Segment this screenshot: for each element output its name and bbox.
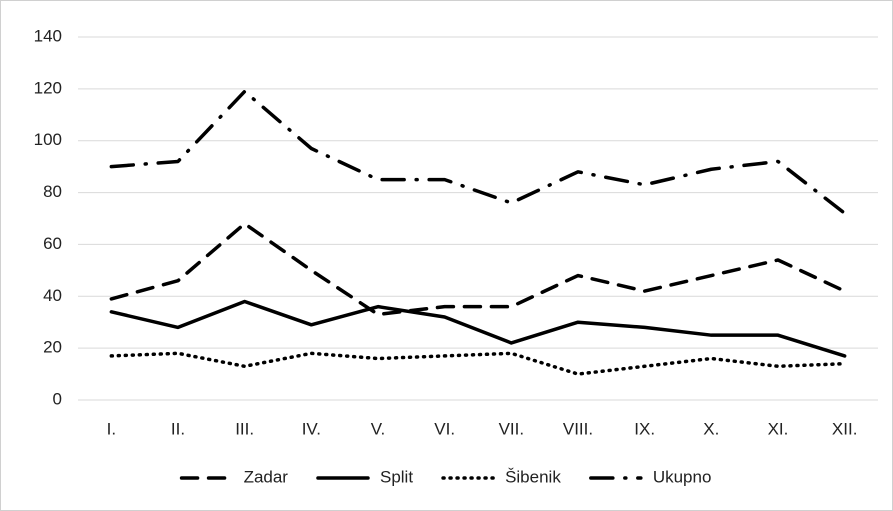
series-line — [109, 299, 847, 358]
x-tick-label: IX. — [634, 419, 655, 438]
x-tick-label: X. — [703, 419, 719, 438]
y-tick-label: 60 — [43, 234, 62, 253]
y-tick-label: 140 — [34, 26, 62, 45]
y-tick-label: 20 — [43, 338, 62, 357]
x-tick-label: IV. — [302, 419, 321, 438]
series-line — [109, 351, 847, 376]
y-tick-label: 120 — [34, 78, 62, 97]
legend-label: Šibenik — [505, 467, 561, 486]
legend-label: Ukupno — [653, 467, 712, 486]
x-tick-label: II. — [171, 419, 185, 438]
x-tick-label: XI. — [768, 419, 789, 438]
x-tick-label: III. — [235, 419, 254, 438]
legend-label: Zadar — [244, 467, 289, 486]
series-line — [109, 221, 847, 317]
x-tick-label: V. — [371, 419, 386, 438]
legend-label: Split — [380, 467, 413, 486]
y-tick-label: 80 — [43, 182, 62, 201]
series-line — [109, 89, 847, 216]
x-tick-label: I. — [107, 419, 116, 438]
x-tick-label: VIII. — [563, 419, 593, 438]
x-tick-label: XII. — [832, 419, 858, 438]
x-tick-label: VI. — [434, 419, 455, 438]
x-tick-label: VII. — [499, 419, 525, 438]
y-tick-label: 100 — [34, 130, 62, 149]
y-tick-label: 40 — [43, 286, 62, 305]
y-tick-label: 0 — [53, 389, 62, 408]
